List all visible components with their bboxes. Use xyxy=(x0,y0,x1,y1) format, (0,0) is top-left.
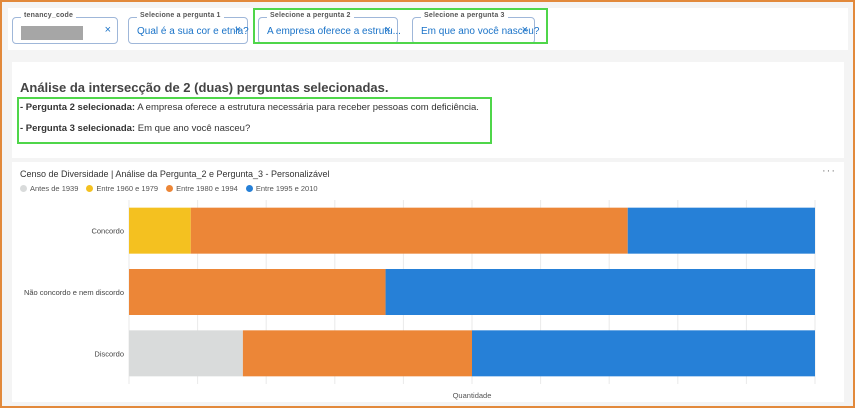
x-axis-label: Quantidade xyxy=(453,391,492,400)
filter-pergunta-3[interactable]: Selecione a pergunta 3 Em que ano você n… xyxy=(412,12,539,44)
bar-segment[interactable] xyxy=(129,269,386,315)
category-label: Não concordo e nem discordo xyxy=(24,288,124,297)
chart-title: Censo de Diversidade | Análise da Pergun… xyxy=(20,169,330,179)
filter-pergunta-1[interactable]: Selecione a pergunta 1 Qual é a sua cor … xyxy=(128,12,249,44)
pergunta-2-line: - Pergunta 2 selecionada: A empresa ofer… xyxy=(20,102,479,113)
legend-item[interactable]: Antes de 1939 xyxy=(20,184,78,193)
category-label: Discordo xyxy=(94,349,124,358)
bar-segment[interactable] xyxy=(472,330,815,377)
filter-tenancy-code[interactable]: tenancy_code × xyxy=(12,12,118,44)
bar-segment[interactable] xyxy=(385,269,815,315)
filter-label: tenancy_code xyxy=(21,12,77,19)
legend-label: Entre 1960 e 1979 xyxy=(96,184,159,193)
category-label: Concordo xyxy=(91,227,124,236)
chart-panel: Censo de Diversidade | Análise da Pergun… xyxy=(12,162,844,402)
analysis-title: Análise da intersecção de 2 (duas) pergu… xyxy=(20,80,389,95)
filter-label: Selecione a pergunta 3 xyxy=(421,12,508,19)
legend-swatch xyxy=(20,185,27,192)
legend-label: Entre 1995 e 2010 xyxy=(255,184,318,193)
bar-segment[interactable] xyxy=(190,207,628,254)
filter-value: Em que ano você nasceu? xyxy=(421,26,540,37)
close-icon[interactable]: × xyxy=(104,24,111,36)
bar-segment[interactable] xyxy=(242,330,472,377)
filter-value: A empresa oferece a estrutu... xyxy=(267,26,401,37)
legend-swatch xyxy=(166,185,174,192)
pergunta-2-label: - Pergunta 2 selecionada: xyxy=(20,102,136,113)
filter-label: Selecione a pergunta 2 xyxy=(267,12,354,19)
legend-item[interactable]: Entre 1980 e 1994 xyxy=(166,184,238,193)
filter-bar: tenancy_code × Selecione a pergunta 1 Qu… xyxy=(8,8,848,50)
analysis-panel: Análise da intersecção de 2 (duas) pergu… xyxy=(12,62,844,158)
chart-legend[interactable]: Antes de 1939 Entre 1960 e 1979 Entre 1980… xyxy=(20,184,318,193)
legend-item[interactable]: Entre 1995 e 2010 xyxy=(245,184,318,193)
filter-value: Qual é a sua cor e etnia? xyxy=(137,26,249,37)
close-icon[interactable]: × xyxy=(384,24,391,36)
close-icon[interactable]: × xyxy=(521,24,528,36)
legend-label: Entre 1980 e 1994 xyxy=(176,184,238,193)
pergunta-3-line: - Pergunta 3 selecionada: Em que ano voc… xyxy=(20,123,250,134)
legend-swatch xyxy=(86,185,94,192)
bar-segment[interactable] xyxy=(627,207,815,254)
pergunta-3-text: Em que ano você nasceu? xyxy=(135,123,251,134)
pergunta-3-label: - Pergunta 3 selecionada: xyxy=(20,123,136,134)
legend-label: Antes de 1939 xyxy=(30,184,79,193)
legend-swatch xyxy=(245,185,253,192)
redacted-value xyxy=(21,26,83,40)
more-options-icon[interactable]: ··· xyxy=(822,165,836,177)
filter-pergunta-2[interactable]: Selecione a pergunta 2 A empresa oferece… xyxy=(258,12,401,44)
filter-label: Selecione a pergunta 1 xyxy=(137,12,224,19)
bar-chart: Concordo Não concordo e nem discordo Disco… xyxy=(24,200,816,400)
legend-item[interactable]: Entre 1960 e 1979 xyxy=(86,184,158,193)
bar-segment[interactable] xyxy=(129,207,191,254)
pergunta-2-text: A empresa oferece a estrutura necessária… xyxy=(135,102,479,113)
bar-segment[interactable] xyxy=(129,330,243,377)
close-icon[interactable]: × xyxy=(234,24,241,36)
